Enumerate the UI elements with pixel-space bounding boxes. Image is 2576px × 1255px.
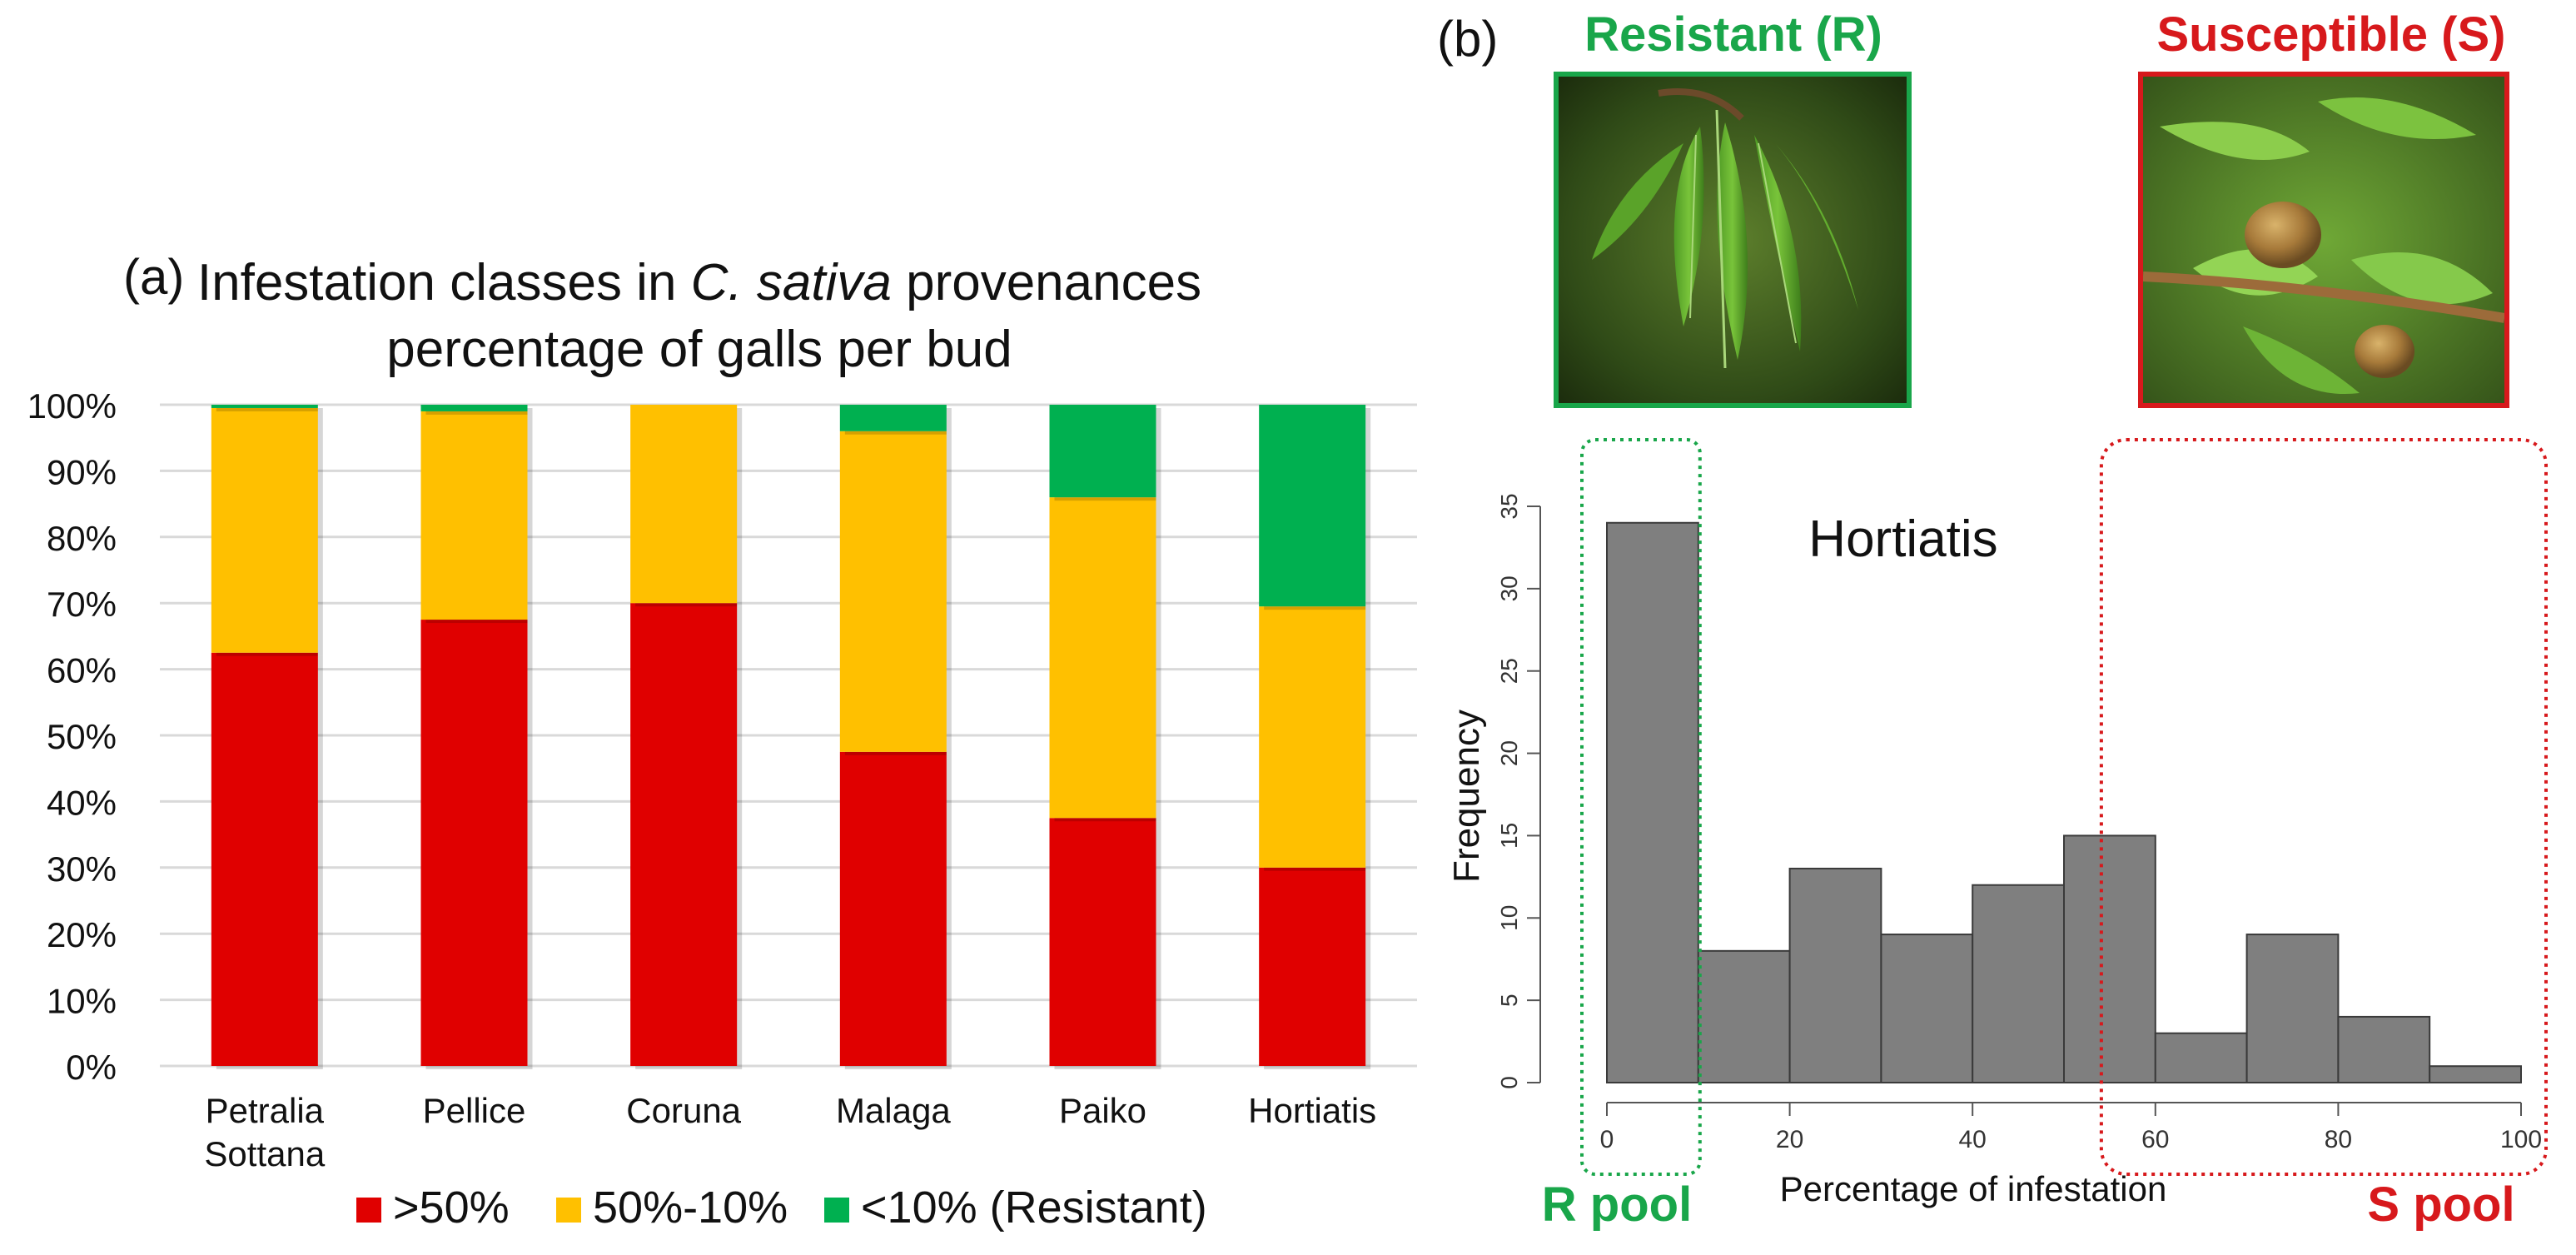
bar-segment-3: [211, 405, 318, 408]
histogram-bar: [2154, 1032, 2248, 1084]
resistant-title: Resistant (R): [1584, 7, 1882, 62]
legend-swatch: [356, 1198, 381, 1223]
chart-b: 0 5 10 15 20 25 30 35 Frequency 0 20 40 60 80 100 Perce…: [1446, 438, 2548, 1232]
legend-swatch: [824, 1198, 849, 1223]
y-tick-label: 60%: [47, 651, 117, 690]
bar-segment-3: [1049, 405, 1156, 498]
susceptible-title: Susceptible (S): [2156, 7, 2506, 62]
bar-segment-3: [420, 405, 528, 411]
y-tick-label: 20%: [47, 915, 117, 954]
histogram-bar: [1606, 521, 1699, 1084]
histogram-bar: [1788, 867, 1882, 1083]
chart-a-title: Infestation classes in C. sativa provena…: [158, 250, 1241, 316]
y-tick-label: 10: [1496, 905, 1522, 931]
y-tick-label: 35: [1496, 493, 1522, 519]
histogram-bar: [2063, 834, 2156, 1083]
histogram-bar: [1880, 934, 1974, 1083]
y-tick-label: 20: [1496, 740, 1522, 766]
r-pool-label: R pool: [1542, 1178, 1692, 1232]
legend-label: 50%-10%: [593, 1183, 788, 1233]
y-tick-label: 100%: [27, 386, 117, 426]
bar-segment-3: [1259, 405, 1366, 607]
bar-segment-1: [839, 751, 947, 1066]
panel-a-label: (a): [123, 249, 185, 305]
chart-a-subtitle: percentage of galls per bud: [386, 321, 1012, 378]
s-pool-box: [2099, 438, 2548, 1176]
bar-segment-2: [1259, 606, 1366, 868]
chart-annotation: Hortiatis: [1808, 510, 1997, 568]
x-axis-title: Percentage of infestation: [1780, 1169, 2167, 1208]
x-tick-label: 60: [2141, 1126, 2169, 1153]
x-tick-label: 0: [1600, 1126, 1614, 1153]
y-tick-label: 80%: [47, 519, 117, 558]
bar-shadow: [425, 408, 533, 415]
bar-shadow: [216, 408, 323, 411]
susceptible-leaf-photo: [2138, 72, 2509, 408]
chart-a-title-suffix: provenances: [891, 254, 1202, 311]
legend-label: >50%: [393, 1183, 510, 1233]
bar-segment-1: [1259, 867, 1366, 1066]
x-tick-label: Coruna: [626, 1091, 741, 1130]
x-tick-label: Hortiatis: [1248, 1091, 1376, 1130]
histogram-bar: [2337, 1015, 2431, 1084]
resistant-leaf-image: [1559, 77, 1907, 403]
bar-segment-1: [420, 620, 528, 1066]
y-tick-label: 0: [1496, 1076, 1522, 1089]
x-tick-label: 40: [1959, 1126, 1987, 1153]
chart-a: 0% 10% 20% 30% 40% 50% 60% 70% 80% 90% 100% Petrali…: [27, 386, 1417, 1233]
bar-segment-2: [1049, 497, 1156, 819]
bar-segment-1: [1049, 818, 1156, 1066]
resistant-leaf-photo: [1554, 72, 1912, 408]
y-tick-label: 15: [1496, 823, 1522, 849]
legend-label: <10% (Resistant): [861, 1183, 1207, 1233]
s-pool-label: S pool: [2367, 1178, 2514, 1232]
y-tick-label: 10%: [47, 982, 117, 1021]
x-tick-label: 20: [1776, 1126, 1803, 1153]
y-tick-label: 25: [1496, 658, 1522, 684]
bar-segment-2: [211, 407, 318, 653]
panel-b-label: (b): [1437, 11, 1499, 67]
x-tick-label: Sottana: [204, 1134, 325, 1173]
bar-segment-1: [630, 603, 738, 1066]
chart-a-title-prefix: Infestation classes in: [196, 254, 691, 311]
x-tick-label: 80: [2325, 1126, 2352, 1153]
y-tick-label: 5: [1496, 994, 1522, 1007]
histogram-bar: [2245, 934, 2340, 1083]
y-tick-label: 0%: [66, 1048, 117, 1087]
histogram-bar: [1697, 949, 1791, 1083]
legend-swatch: [556, 1198, 581, 1223]
chart-a-title-italic: C. sativa: [690, 254, 892, 311]
susceptible-leaf-image: [2143, 77, 2504, 403]
y-tick-label: 30: [1496, 575, 1522, 601]
x-tick-label: 100: [2500, 1126, 2542, 1153]
bar-segment-2: [839, 431, 947, 752]
y-tick-label: 70%: [47, 585, 117, 624]
x-tick-label: Paiko: [1059, 1091, 1146, 1130]
bar-segment-2: [420, 411, 528, 620]
histogram-bar: [2429, 1065, 2522, 1084]
x-tick-label: Malaga: [836, 1091, 951, 1130]
y-tick-label: 50%: [47, 717, 117, 756]
y-axis-title: Frequency: [1446, 710, 1487, 883]
y-tick-label: 40%: [47, 783, 117, 822]
bar-segment-2: [630, 405, 738, 604]
x-tick-label: Pellice: [423, 1091, 526, 1130]
bar-segment-1: [211, 652, 318, 1066]
y-tick-label: 90%: [47, 452, 117, 491]
histogram-bar: [1972, 884, 2066, 1083]
bar-segment-3: [839, 405, 947, 431]
x-tick-label: Petralia: [206, 1091, 325, 1130]
y-tick-label: 30%: [47, 849, 117, 889]
